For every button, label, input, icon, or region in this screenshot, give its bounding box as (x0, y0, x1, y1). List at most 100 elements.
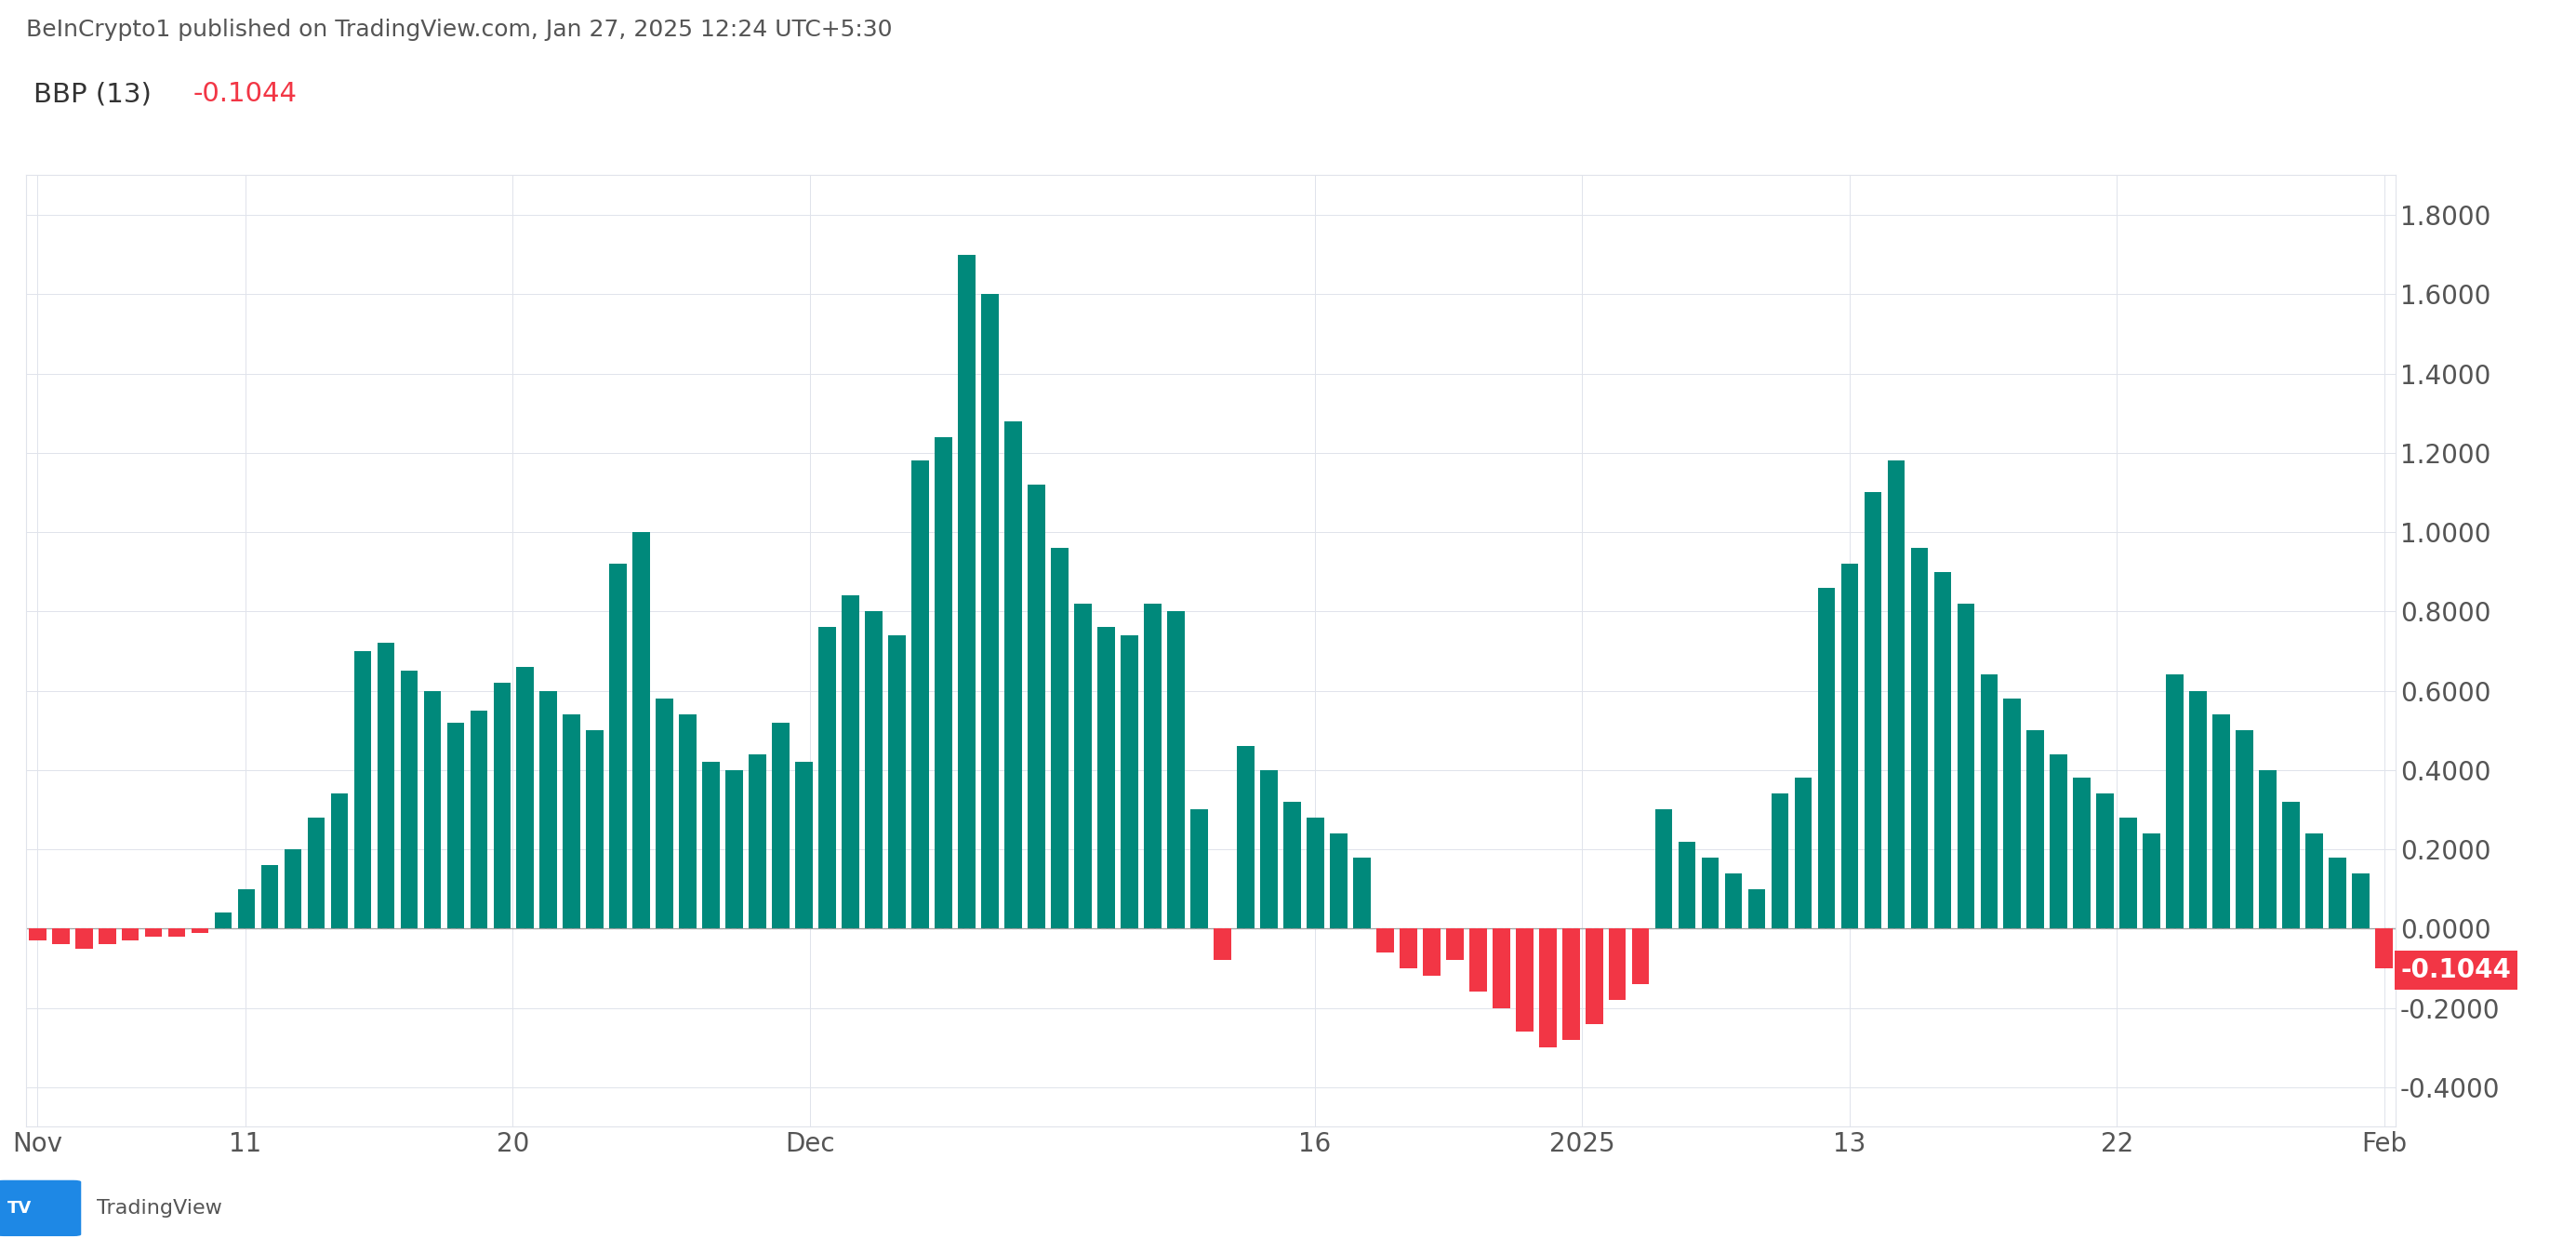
Bar (1283, 801, 1301, 929)
Bar (2329, 858, 2347, 929)
Text: -0.1044: -0.1044 (193, 81, 296, 108)
Bar (866, 611, 884, 929)
Bar (1865, 492, 1880, 929)
Bar (1911, 548, 1927, 929)
Bar (2120, 818, 2138, 929)
Bar (1376, 929, 1394, 953)
Text: TradingView: TradingView (98, 1199, 222, 1217)
Bar (330, 794, 348, 929)
Bar (283, 849, 301, 929)
Bar (1422, 929, 1440, 977)
Bar (1399, 929, 1417, 968)
Text: -0.1044: -0.1044 (2401, 957, 2512, 983)
Bar (1842, 563, 1857, 929)
Bar (167, 929, 185, 936)
Bar (634, 532, 649, 929)
Bar (1680, 841, 1695, 929)
Bar (1468, 929, 1486, 992)
Bar (422, 691, 440, 929)
Bar (2004, 699, 2022, 929)
Bar (1329, 834, 1347, 929)
Bar (446, 722, 464, 929)
Bar (518, 667, 533, 929)
Bar (260, 865, 278, 929)
Bar (1236, 746, 1255, 929)
Bar (703, 762, 719, 929)
Bar (1515, 929, 1533, 1032)
Bar (1144, 603, 1162, 929)
Bar (726, 770, 742, 929)
Bar (28, 929, 46, 940)
Bar (564, 715, 580, 929)
Bar (495, 682, 510, 929)
Bar (1981, 675, 1999, 929)
Bar (1958, 603, 1976, 929)
Bar (1260, 770, 1278, 929)
Bar (796, 762, 814, 929)
FancyBboxPatch shape (0, 1181, 80, 1236)
Bar (958, 254, 976, 929)
Bar (2259, 770, 2277, 929)
Bar (1631, 929, 1649, 984)
Bar (611, 563, 626, 929)
Bar (1213, 929, 1231, 960)
Bar (1538, 929, 1556, 1048)
Bar (935, 437, 953, 929)
Bar (2282, 801, 2300, 929)
Bar (2375, 929, 2393, 968)
Bar (680, 715, 696, 929)
Text: TV: TV (8, 1199, 31, 1217)
Bar (587, 730, 603, 929)
Bar (1492, 929, 1510, 1008)
Bar (541, 691, 556, 929)
Bar (1190, 810, 1208, 929)
Bar (237, 889, 255, 929)
Bar (1051, 548, 1069, 929)
Bar (353, 651, 371, 929)
Bar (1654, 810, 1672, 929)
Bar (307, 818, 325, 929)
Bar (376, 644, 394, 929)
Bar (1097, 627, 1115, 929)
Bar (1749, 889, 1765, 929)
Bar (75, 929, 93, 949)
Bar (2213, 715, 2231, 929)
Bar (2050, 754, 2069, 929)
Bar (98, 929, 116, 944)
Bar (2236, 730, 2254, 929)
Bar (773, 722, 791, 929)
Bar (399, 671, 417, 929)
Bar (1819, 587, 1834, 929)
Bar (1795, 777, 1811, 929)
Bar (2027, 730, 2045, 929)
Text: BBP (13): BBP (13) (33, 81, 160, 108)
Bar (1561, 929, 1579, 1039)
Bar (2097, 794, 2115, 929)
Bar (842, 596, 860, 929)
Bar (1028, 485, 1046, 929)
Bar (52, 929, 70, 944)
Bar (2352, 873, 2370, 929)
Bar (121, 929, 139, 940)
Bar (1726, 873, 1741, 929)
Bar (1703, 858, 1718, 929)
Bar (2143, 834, 2161, 929)
Bar (1306, 818, 1324, 929)
Bar (981, 294, 999, 929)
Bar (1584, 929, 1602, 1024)
Bar (2166, 675, 2184, 929)
Bar (1888, 461, 1904, 929)
Bar (144, 929, 162, 936)
Bar (2306, 834, 2324, 929)
Bar (1074, 603, 1092, 929)
Bar (1121, 635, 1139, 929)
Bar (912, 461, 930, 929)
Text: BeInCrypto1 published on TradingView.com, Jan 27, 2025 12:24 UTC+5:30: BeInCrypto1 published on TradingView.com… (26, 19, 891, 41)
Bar (657, 699, 672, 929)
Bar (214, 913, 232, 929)
Bar (1352, 858, 1370, 929)
Bar (2074, 777, 2092, 929)
Bar (1005, 421, 1023, 929)
Bar (469, 711, 487, 929)
Bar (1772, 794, 1788, 929)
